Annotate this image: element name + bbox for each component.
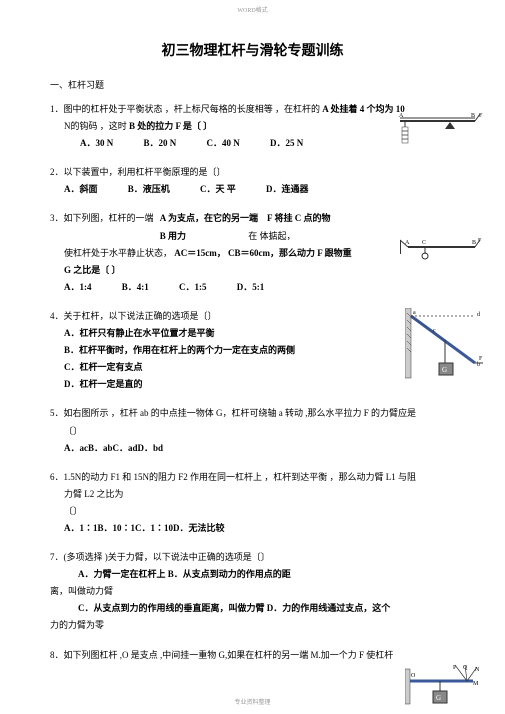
inclined-lever-icon: a c d b G F <box>405 308 485 383</box>
q5-blank: 〔〕 <box>64 426 82 436</box>
q2-opt-b: B．液压机 <box>128 181 170 198</box>
q1-opt-d: D．25 N <box>270 135 303 152</box>
q3-opt-b: B．4:1 <box>122 279 149 296</box>
q3-ff: F 跟物重 <box>317 248 351 258</box>
q1-opt-b: B．20 N <box>144 135 177 152</box>
q8-figure: O M P Q N G <box>405 661 485 706</box>
q4-opt-d: D．杠杆一定是直的 <box>64 376 455 393</box>
svg-text:F: F <box>478 238 482 244</box>
q3-text-2: 使杠杆处于水平静止状态， <box>64 248 172 258</box>
q6-text-2: 力臂 L2 之比为 <box>64 489 124 499</box>
q1-label-f: F 是〔 〕 <box>176 121 213 131</box>
q3-opt-a: A．1:4 <box>64 279 92 296</box>
q4-text: 4．关于杠杆，以下说法正确的选项是〔〕 <box>50 311 217 321</box>
svg-text:C: C <box>422 240 426 246</box>
footer-text: 专业资料整理 <box>234 697 270 706</box>
q3-a: A 为支点，在它的另一端 <box>160 213 258 223</box>
q1-figure: A B F <box>395 109 485 149</box>
question-5: 5．如右图所示 ，杠杆 ab 的中点挂一物体 G，杠杆可绕轴 a 转动 ,那么水… <box>50 405 455 456</box>
q1-label-b: B 处的拉力 <box>129 121 173 131</box>
q3-ac: AC＝15cm， <box>174 248 226 258</box>
lever-balance-icon: A B F <box>395 109 485 149</box>
question-4: 4．关于杠杆，以下说法正确的选项是〔〕 A．杠杆只有静止在水平位置才是平衡 B．… <box>50 308 455 393</box>
question-8: 8．如下列图杠杆 ,O 是支点 ,中间挂一重物 G,如果在杠杆的另一端 M.加一… <box>50 647 455 664</box>
svg-text:M: M <box>473 681 479 687</box>
question-7: 7．(多项选择 )关于力臂，以下说法中正确的选项是〔〕 A．力臂一定在杠杆上 B… <box>50 549 455 634</box>
svg-text:G: G <box>442 366 447 374</box>
q3-text-1: 3．如下列图，杠杆的一端 <box>50 213 154 223</box>
q2-opt-a: A．斜面 <box>64 181 98 198</box>
q1-opt-a: A．30 N <box>80 135 113 152</box>
svg-text:d: d <box>477 312 480 318</box>
q3-opt-d: D．5:1 <box>237 279 265 296</box>
q2-opt-c: C．天 平 <box>200 181 236 198</box>
svg-text:B: B <box>471 113 475 119</box>
watermark-text: WORD格式 <box>237 5 267 14</box>
q3-cb: CB＝60cm，那么动力 <box>228 248 315 258</box>
svg-text:G: G <box>436 694 441 702</box>
q3-f: F 将挂 C 点的物 <box>267 213 330 223</box>
q1-text-2: N的钩码 ，这时 <box>64 121 127 131</box>
q3-opt-c: C．1:5 <box>179 279 207 296</box>
q7-text: 7．(多项选择 )关于力臂，以下说法中正确的选项是〔〕 <box>50 552 270 562</box>
q6-blank: 〔〕 <box>64 506 82 516</box>
svg-text:a: a <box>413 310 416 316</box>
svg-text:F: F <box>479 356 483 362</box>
q2-text: 2．以下装置中，利用杠杆平衡原理的是〔〕 <box>50 167 226 177</box>
q1-text-1: 1．图中的杠杆处于平衡状态 ，杆上标尺每格的长度相等 ，在杠杆的 <box>50 104 320 114</box>
q7-a2: 离，叫做动力臂 <box>50 586 113 596</box>
q8-text: 8．如下列图杠杆 ,O 是支点 ,中间挂一重物 G,如果在杠杆的另一端 M.加一… <box>50 650 393 660</box>
q6-opts: A．1∶1B．10∶1C．1∶10D．无法比较 <box>64 523 225 533</box>
section-heading: 一、杠杆习题 <box>50 78 455 91</box>
page-content: 初三物理杠杆与滑轮专题训练 一、杠杆习题 1．图中的杠杆处于平衡状态 ，杆上标尺… <box>0 0 505 696</box>
question-1: 1．图中的杠杆处于平衡状态 ，杆上标尺每格的长度相等 ，在杠杆的 A 处挂着 4… <box>50 101 455 152</box>
question-3: 3．如下列图，杠杆的一端 A 为支点，在它的另一端 F 将挂 C 点的物 B 用… <box>50 210 455 295</box>
q4-opt-b: B．杠杆平衡时，作用在杠杆上的两个力一定在支点的两侧 <box>64 342 455 359</box>
q4-opt-a: A．杠杆只有静止在水平位置才是平衡 <box>64 325 455 342</box>
q6-text-1: 6．1.5N的动力 F1 和 15N的阻力 F2 作用在同一杠杆上 ，杠杆到达平… <box>50 472 416 482</box>
q3-z: 在 体掂起， <box>248 231 295 241</box>
lever-om-icon: O M P Q N G <box>405 661 485 706</box>
q5-opts: A．acB．abC．adD．bd <box>64 443 163 453</box>
svg-text:B: B <box>472 240 476 246</box>
q4-figure: a c d b G F <box>405 308 485 383</box>
q3-b: B 用力 <box>160 231 186 241</box>
page-title: 初三物理杠杆与滑轮专题训练 <box>50 40 455 60</box>
svg-text:O: O <box>411 673 416 679</box>
q2-opt-d: D．连通器 <box>266 181 309 198</box>
q1-opt-c: C．40 N <box>207 135 240 152</box>
svg-text:A: A <box>399 113 404 119</box>
lever-acb-icon: A C B F <box>400 232 485 262</box>
svg-text:P: P <box>453 665 457 671</box>
q3-figure: A C B F <box>400 232 485 262</box>
svg-text:c: c <box>433 328 436 334</box>
q7-a: A．力臂一定在杠杆上 B．从支点到动力的作用点的距 <box>78 569 291 579</box>
question-6: 6．1.5N的动力 F1 和 15N的阻力 F2 作用在同一杠杆上 ，杠杆到达平… <box>50 469 455 537</box>
q4-opt-c: C．杠杆一定有支点 <box>64 359 455 376</box>
svg-text:N: N <box>475 667 480 673</box>
question-2: 2．以下装置中，利用杠杆平衡原理的是〔〕 A．斜面 B．液压机 C．天 平 D．… <box>50 164 455 198</box>
q5-text: 5．如右图所示 ，杠杆 ab 的中点挂一物体 G，杠杆可绕轴 a 转动 ,那么水… <box>50 408 416 418</box>
q7-c2: 力的力臂为零 <box>50 620 104 630</box>
q7-c: C．从支点到力的作用线的垂直距离，叫做力臂 D．力的作用线通过支点，这个 <box>78 603 390 613</box>
q1-label-a: A 处挂着 4 个均为 10 <box>322 104 405 114</box>
q3-g: G 之比是〔 〕 <box>64 265 121 275</box>
